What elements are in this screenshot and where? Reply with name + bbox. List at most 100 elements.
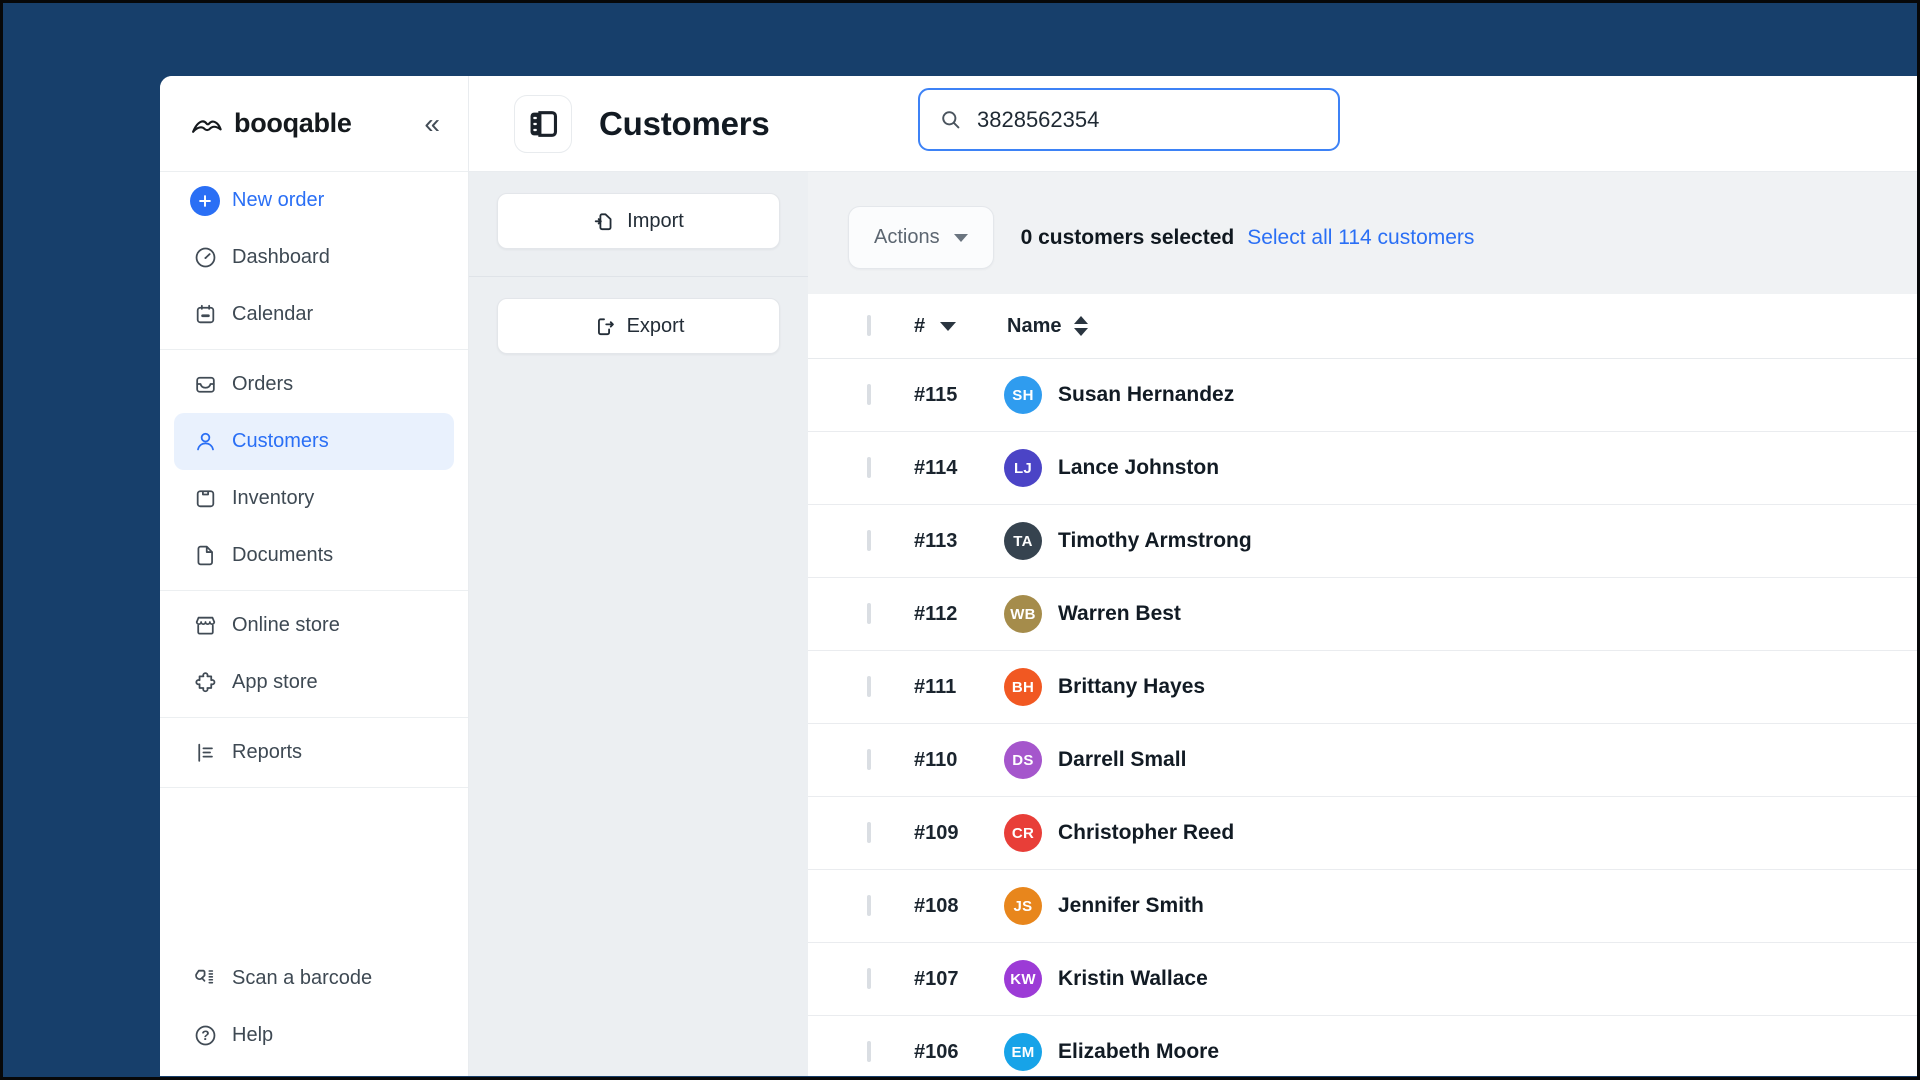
row-checkbox[interactable] [867, 530, 871, 551]
bar-chart-icon [190, 740, 220, 765]
row-checkbox[interactable] [867, 457, 871, 478]
column-header-number: # [914, 315, 925, 338]
selected-count-text: 0 customers selected [1021, 226, 1235, 250]
content-area: Actions 0 customers selected Select all … [808, 172, 1917, 1076]
table-row[interactable]: #106 EM Elizabeth Moore [808, 1016, 1917, 1076]
actions-label: Actions [874, 226, 940, 249]
box-icon [190, 486, 220, 511]
customer-number: #115 [914, 384, 957, 407]
customer-number: #113 [914, 530, 957, 553]
row-checkbox[interactable] [867, 676, 871, 697]
table-row[interactable]: #110 DS Darrell Small [808, 724, 1917, 797]
tools-panel: Import Export [469, 172, 808, 1076]
import-label: Import [627, 210, 684, 233]
avatar: WB [1004, 595, 1042, 633]
table-header-row: # Name [808, 294, 1917, 359]
import-button[interactable]: Import [497, 193, 780, 249]
document-icon [190, 543, 220, 568]
avatar: BH [1004, 668, 1042, 706]
customers-page-icon-button[interactable] [514, 95, 572, 153]
sidebar-item-label: Dashboard [232, 246, 330, 269]
customer-name: Jennifer Smith [1058, 894, 1204, 918]
customer-number: #107 [914, 968, 959, 991]
export-icon [593, 315, 616, 338]
select-all-checkbox[interactable] [867, 315, 871, 336]
search-icon [939, 108, 963, 132]
actions-dropdown-button[interactable]: Actions [848, 206, 994, 269]
sort-number-icon[interactable] [940, 322, 956, 331]
row-checkbox[interactable] [867, 1041, 871, 1062]
customer-name: Elizabeth Moore [1058, 1040, 1219, 1064]
table-row[interactable]: #114 LJ Lance Johnston [808, 432, 1917, 505]
export-button[interactable]: Export [497, 298, 780, 354]
puzzle-icon [190, 670, 220, 695]
customer-number: #114 [914, 457, 957, 480]
avatar: SH [1004, 376, 1042, 414]
actions-bar: Actions 0 customers selected Select all … [808, 172, 1917, 294]
customer-name: Brittany Hayes [1058, 675, 1205, 699]
svg-text:?: ? [201, 1028, 209, 1043]
avatar: JS [1004, 887, 1042, 925]
sidebar-item-dashboard[interactable]: Dashboard [174, 229, 454, 286]
customer-number: #108 [914, 895, 959, 918]
sidebar-item-label: New order [232, 189, 324, 212]
sidebar-item-inventory[interactable]: Inventory [174, 470, 454, 527]
select-all-link[interactable]: Select all 114 customers [1247, 226, 1474, 250]
avatar: LJ [1004, 449, 1042, 487]
page-header: Customers [469, 76, 1917, 172]
collapse-sidebar-button[interactable]: « [424, 110, 440, 138]
avatar: CR [1004, 814, 1042, 852]
sidebar-item-documents[interactable]: Documents [174, 527, 454, 584]
plus-circle-icon [190, 186, 220, 216]
sidebar-item-orders[interactable]: Orders [174, 356, 454, 413]
chevron-down-icon [954, 234, 968, 242]
sidebar-item-reports[interactable]: Reports [174, 724, 454, 781]
page-title: Customers [599, 105, 770, 143]
customer-number: #106 [914, 1041, 959, 1064]
screen-frame: booqable « New order Dashboard [0, 0, 1920, 1080]
sidebar-item-online-store[interactable]: Online store [174, 597, 454, 654]
storefront-icon [190, 613, 220, 638]
avatar: TA [1004, 522, 1042, 560]
row-checkbox[interactable] [867, 603, 871, 624]
customer-name: Warren Best [1058, 602, 1181, 626]
search-box [918, 88, 1340, 151]
row-checkbox[interactable] [867, 968, 871, 989]
table-row[interactable]: #115 SH Susan Hernandez [808, 359, 1917, 432]
boomerang-icon [190, 111, 224, 137]
customer-number: #111 [914, 676, 956, 699]
sidebar-item-label: Orders [232, 373, 293, 396]
row-checkbox[interactable] [867, 895, 871, 916]
table-row[interactable]: #111 BH Brittany Hayes [808, 651, 1917, 724]
sort-name-icon[interactable] [1074, 316, 1088, 336]
row-checkbox[interactable] [867, 384, 871, 405]
contact-book-icon [526, 107, 560, 141]
sidebar-item-app-store[interactable]: App store [174, 654, 454, 711]
sidebar-item-new-order[interactable]: New order [174, 172, 454, 229]
row-checkbox[interactable] [867, 749, 871, 770]
sidebar-item-customers[interactable]: Customers [174, 413, 454, 470]
sidebar-item-scan-barcode[interactable]: Scan a barcode [174, 950, 454, 1007]
search-input[interactable] [977, 107, 1319, 133]
sidebar-item-label: Online store [232, 614, 340, 637]
avatar: KW [1004, 960, 1042, 998]
table-row[interactable]: #112 WB Warren Best [808, 578, 1917, 651]
sidebar-spacer [160, 788, 468, 950]
barcode-scanner-icon [190, 966, 220, 991]
import-icon [593, 210, 616, 233]
inbox-icon [190, 372, 220, 397]
sidebar-item-help[interactable]: ? Help [174, 1007, 454, 1064]
row-checkbox[interactable] [867, 822, 871, 843]
table-row[interactable]: #109 CR Christopher Reed [808, 797, 1917, 870]
sidebar-item-label: Scan a barcode [232, 967, 372, 990]
customer-number: #110 [914, 749, 957, 772]
table-row[interactable]: #107 KW Kristin Wallace [808, 943, 1917, 1016]
sidebar-item-label: Inventory [232, 487, 314, 510]
column-header-name: Name [1007, 315, 1061, 338]
customer-name: Lance Johnston [1058, 456, 1219, 480]
customer-name: Christopher Reed [1058, 821, 1234, 845]
table-row[interactable]: #108 JS Jennifer Smith [808, 870, 1917, 943]
table-row[interactable]: #113 TA Timothy Armstrong [808, 505, 1917, 578]
sidebar-item-calendar[interactable]: Calendar [174, 286, 454, 343]
dashboard-icon [190, 245, 220, 270]
